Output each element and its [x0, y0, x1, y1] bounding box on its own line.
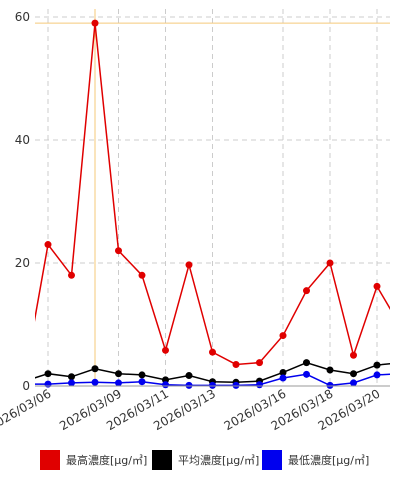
- point: [138, 371, 146, 379]
- legend-swatch: [152, 450, 172, 470]
- legend-label: 最高濃度[μg/㎥]: [66, 453, 147, 467]
- point: [68, 271, 75, 279]
- point: [350, 351, 357, 359]
- point: [232, 381, 240, 389]
- y-tick-label: 40: [15, 133, 30, 147]
- point: [373, 371, 381, 379]
- point: [326, 381, 334, 389]
- point: [373, 361, 381, 369]
- point: [44, 370, 52, 378]
- point: [256, 359, 263, 367]
- x-tick-label: 2026/03/06: [0, 386, 54, 433]
- point: [68, 379, 75, 387]
- y-tick-label: 60: [15, 10, 30, 24]
- point: [162, 381, 169, 389]
- point: [162, 376, 169, 384]
- point: [279, 332, 287, 340]
- point: [350, 370, 357, 378]
- point: [373, 282, 381, 290]
- point: [91, 19, 99, 27]
- point: [326, 366, 334, 374]
- point: [279, 374, 287, 382]
- point: [91, 365, 99, 373]
- point: [303, 370, 310, 378]
- legend-label: 平均濃度[μg/㎥]: [178, 453, 259, 467]
- point: [185, 261, 193, 269]
- point: [279, 368, 287, 376]
- point: [91, 378, 99, 386]
- legend-label: 最低濃度[μg/㎥]: [288, 453, 369, 467]
- point: [397, 323, 404, 330]
- y-tick-label: 20: [15, 256, 30, 270]
- point: [68, 373, 75, 381]
- point: [397, 359, 404, 366]
- plot-area: [35, 9, 404, 389]
- point: [397, 370, 404, 377]
- point: [115, 370, 122, 378]
- point: [256, 381, 263, 389]
- legend: 最高濃度[μg/㎥] 平均濃度[μg/㎥] 最低濃度[μg/㎥]: [40, 450, 369, 470]
- point: [209, 381, 216, 389]
- point: [138, 378, 146, 386]
- point: [326, 259, 334, 267]
- point: [185, 381, 193, 389]
- point: [115, 247, 122, 255]
- point: [350, 379, 357, 387]
- y-tick-label: 0: [22, 379, 30, 393]
- point: [138, 271, 146, 279]
- point: [232, 360, 240, 368]
- point: [303, 359, 310, 367]
- point: [44, 241, 52, 249]
- legend-swatch: [262, 450, 282, 470]
- point: [162, 346, 169, 354]
- point: [303, 287, 310, 295]
- point: [115, 379, 122, 387]
- legend-swatch: [40, 450, 60, 470]
- point: [185, 372, 193, 380]
- grid: [35, 9, 390, 386]
- point: [209, 348, 216, 356]
